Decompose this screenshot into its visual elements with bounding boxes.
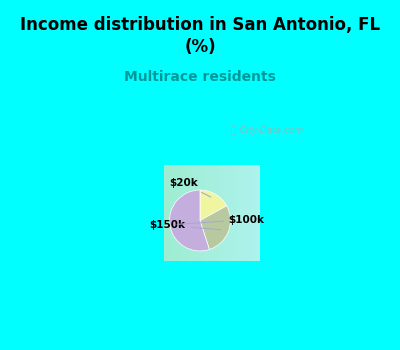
Text: ⓘ City-Data.com: ⓘ City-Data.com xyxy=(230,126,303,134)
Text: $20k: $20k xyxy=(170,178,211,197)
Text: $100k: $100k xyxy=(177,215,265,225)
Wedge shape xyxy=(200,190,227,220)
Wedge shape xyxy=(200,206,230,250)
Text: $150k: $150k xyxy=(150,220,221,230)
Wedge shape xyxy=(170,190,210,251)
Text: Income distribution in San Antonio, FL
(%): Income distribution in San Antonio, FL (… xyxy=(20,16,380,56)
Text: Multirace residents: Multirace residents xyxy=(124,70,276,84)
